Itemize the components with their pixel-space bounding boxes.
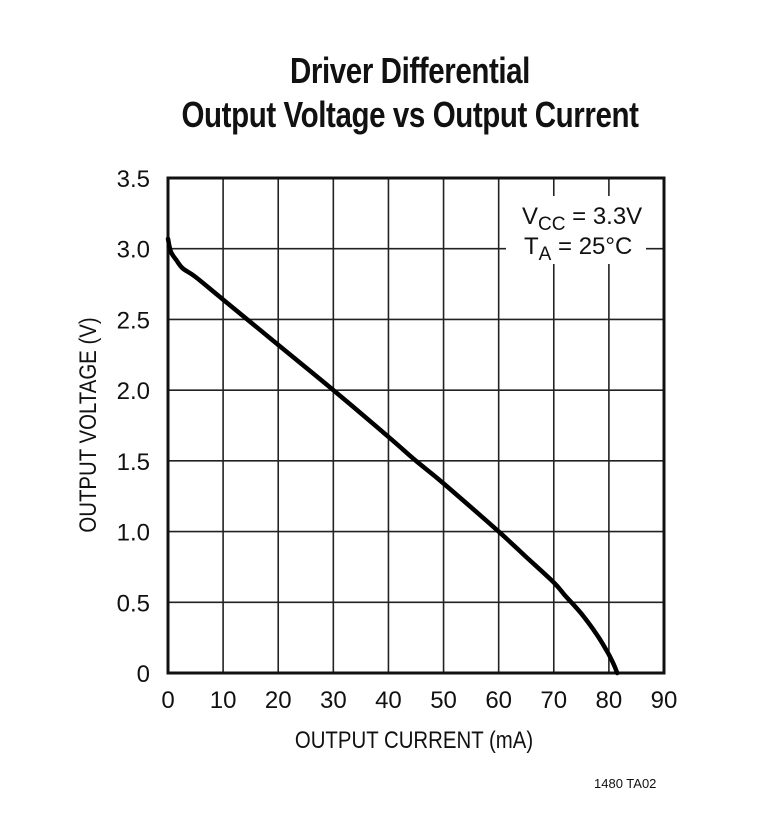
annotation-background [506,196,646,264]
chart-title-line2: Output Voltage vs Output Current [181,94,639,135]
chart-title-line1: Driver Differential [290,50,530,91]
x-tick-label: 20 [265,687,292,714]
y-tick-label: 0.5 [117,590,150,617]
x-tick-label: 0 [161,687,174,714]
x-tick-label: 70 [540,687,567,714]
y-tick-label: 1.5 [117,449,150,476]
y-tick-label: 3.5 [117,166,150,193]
y-tick-label: 2.5 [117,307,150,334]
y-tick-label: 1.0 [117,520,150,547]
x-tick-labels: 0 10 20 30 40 50 60 70 80 90 [161,687,677,714]
y-tick-label: 2.0 [117,378,150,405]
x-tick-label: 40 [375,687,402,714]
x-tick-label: 30 [320,687,347,714]
annotation-vcc: VCC = 3.3V [522,203,642,235]
x-tick-label: 10 [210,687,237,714]
y-tick-label: 0 [137,661,150,688]
x-tick-label: 80 [596,687,623,714]
figure-id: 1480 TA02 [594,776,657,791]
y-tick-labels: 0 0.5 1.0 1.5 2.0 2.5 3.0 3.5 [117,166,150,688]
y-axis-label: OUTPUT VOLTAGE (V) [74,317,101,532]
x-axis-label: OUTPUT CURRENT (mA) [295,726,533,753]
plot-frame [166,176,666,675]
x-tick-label: 90 [651,687,678,714]
data-curve [165,236,620,676]
y-tick-label: 3.0 [117,237,150,264]
x-tick-label: 60 [485,687,512,714]
annotation-ta: TA = 25°C [524,233,632,265]
x-tick-label: 50 [430,687,457,714]
